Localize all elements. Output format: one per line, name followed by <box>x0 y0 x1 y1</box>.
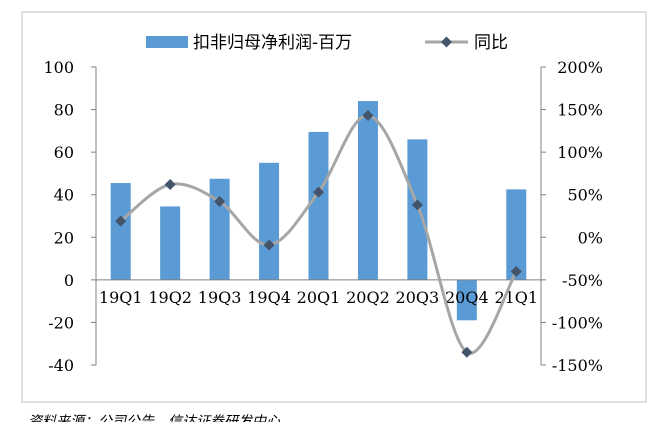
yoy-marker-19Q1 <box>115 215 127 227</box>
left-tick-label: 20 <box>54 228 74 247</box>
bar-19Q3 <box>209 178 230 280</box>
right-tick-label: 100% <box>557 143 603 162</box>
category-label: 20Q1 <box>297 288 341 307</box>
bar-19Q4 <box>259 162 280 280</box>
left-tick-label: 40 <box>54 186 74 205</box>
left-axis-ticks: 100 80 60 40 20 0 -20 -40 <box>43 58 96 375</box>
yoy-marker-20Q4 <box>461 346 473 358</box>
yoy-marker-19Q2 <box>164 178 176 190</box>
legend-line-label: 同比 <box>474 33 508 53</box>
yoy-marker-20Q2 <box>362 110 374 122</box>
chart-frame <box>21 11 647 403</box>
left-tick-label: 60 <box>54 143 74 162</box>
left-tick-label: -40 <box>48 356 74 375</box>
yoy-line <box>119 114 518 355</box>
source-note: 资料来源：公司公告，信达证券研发中心 <box>28 414 281 422</box>
yoy-marker-20Q3 <box>411 199 423 211</box>
yoy-marker-19Q3 <box>214 196 226 208</box>
right-tick-label: -100% <box>552 313 603 332</box>
category-label: 20Q2 <box>346 288 390 307</box>
right-tick-label: 150% <box>557 101 603 120</box>
legend-bar-label: 扣非归母净利润-百万 <box>193 33 352 53</box>
bar-series <box>110 101 527 321</box>
left-tick-label: 80 <box>54 101 74 120</box>
category-label: 20Q3 <box>396 288 440 307</box>
legend: 扣非归母净利润-百万 同比 <box>146 33 508 53</box>
left-tick-label: 0 <box>64 271 74 290</box>
category-label: 20Q4 <box>445 288 489 307</box>
right-tick-label: 200% <box>557 58 603 77</box>
left-tick-label: -20 <box>48 313 74 332</box>
bar-19Q1 <box>110 183 131 280</box>
bar-20Q1 <box>308 131 329 280</box>
right-tick-label: -50% <box>562 271 603 290</box>
left-tick-label: 100 <box>43 58 74 77</box>
category-label: 19Q3 <box>198 288 242 307</box>
category-label: 19Q1 <box>99 288 143 307</box>
category-label: 19Q4 <box>247 288 291 307</box>
yoy-marker-20Q1 <box>313 186 324 198</box>
right-axis-ticks: 200% 150% 100% 50% 0% -50% -100% -150% <box>541 58 603 375</box>
bar-21Q1 <box>506 189 527 280</box>
yoy-marker-19Q4 <box>263 239 275 251</box>
yoy-markers <box>115 110 522 358</box>
yoy-marker-21Q1 <box>510 265 522 277</box>
legend-line-marker <box>441 36 452 48</box>
right-tick-label: -150% <box>552 356 603 375</box>
right-tick-label: 50% <box>567 186 603 205</box>
right-tick-label: 0% <box>578 228 603 247</box>
bar-20Q4 <box>456 279 477 321</box>
axes: 100 80 60 40 20 0 -20 -40 200% 150% 100% 50% 0% -50%… <box>43 58 603 375</box>
legend-bar-swatch <box>146 36 188 48</box>
category-label: 19Q2 <box>148 288 192 307</box>
bar-20Q2 <box>357 101 378 280</box>
category-labels: 19Q1 19Q2 19Q3 19Q4 20Q1 20Q2 20Q3 20Q4 21Q1 <box>99 288 538 307</box>
bar-19Q2 <box>160 206 181 280</box>
